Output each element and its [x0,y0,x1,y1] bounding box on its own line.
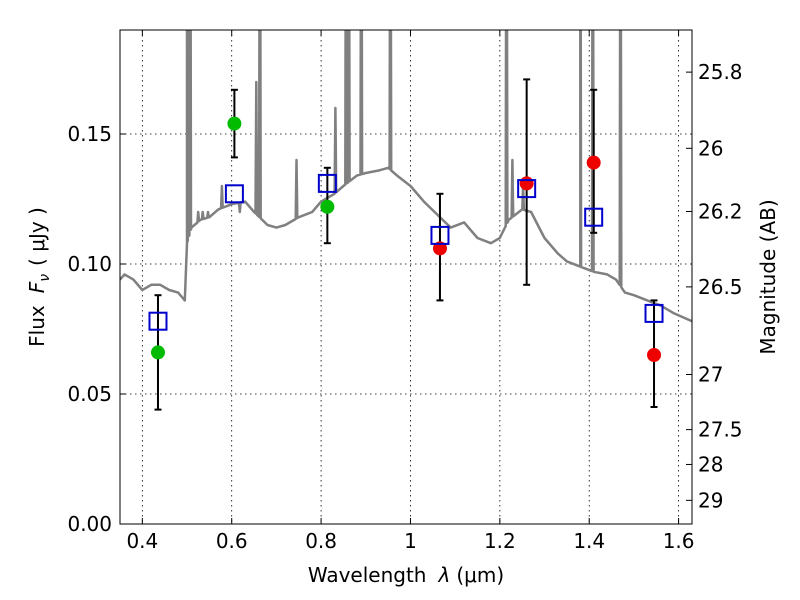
x-axis-label-symbol: λ [438,563,451,587]
right-tick-label: 29 [698,488,723,512]
ticks: 0.4 0.6 0.8 1 1.2 1.4 1.6 0.00 0.05 0.10 0.15 25.8 2… [67,30,743,553]
right-tick-label: 27 [698,363,723,387]
y-tick-label: 0.10 [67,252,112,276]
y-axis-label-unit: ( μJy ) [25,207,49,266]
x-tick-label: 1.6 [663,529,695,553]
x-axis-label-main: Wavelength [308,563,427,587]
right-tick-label: 27.5 [698,418,743,442]
red-data-point [586,155,601,170]
right-tick-label: 26.5 [698,275,743,299]
right-tick-label: 28 [698,452,723,476]
model-square-point [430,225,450,245]
x-axis-label-unit: (μm) [456,563,504,587]
model-square-point [584,207,604,227]
y-tick-label: 0.00 [67,512,112,536]
y-axis-label: Flux Fν ( μJy ) [25,207,53,347]
model-square-point [317,173,337,193]
green-data-point [320,199,335,214]
red-data-point [519,176,534,191]
green-data-point [150,345,165,360]
x-tick-label: 0.8 [305,529,337,553]
plot-frame [119,29,693,525]
right-tick-label: 26 [698,136,723,160]
y-axis-label-symbol: F [25,281,49,293]
red-data-point [647,348,662,362]
x-tick-label: 0.4 [126,529,158,553]
right-tick-label: 25.8 [698,60,743,84]
model-square-point [148,311,168,331]
y-tick-label: 0.15 [67,122,112,146]
markers [148,116,664,362]
x-axis-label: Wavelength λ (μm) [308,563,504,587]
model-square-point [644,303,664,323]
y-axis-label-subscript: ν [37,274,53,282]
right-axis-label: Magnitude (AB) [756,199,780,354]
model-square-point [517,179,537,199]
green-data-point [227,116,242,131]
x-tick-label: 0.6 [216,529,248,553]
right-tick-label: 26.2 [698,199,743,223]
y-axis-label-main: Flux [25,305,49,347]
model-square-point [224,184,244,204]
y-tick-label: 0.05 [67,382,112,406]
x-tick-label: 1.2 [484,529,516,553]
x-tick-label: 1 [404,529,417,553]
x-tick-label: 1.4 [573,529,605,553]
